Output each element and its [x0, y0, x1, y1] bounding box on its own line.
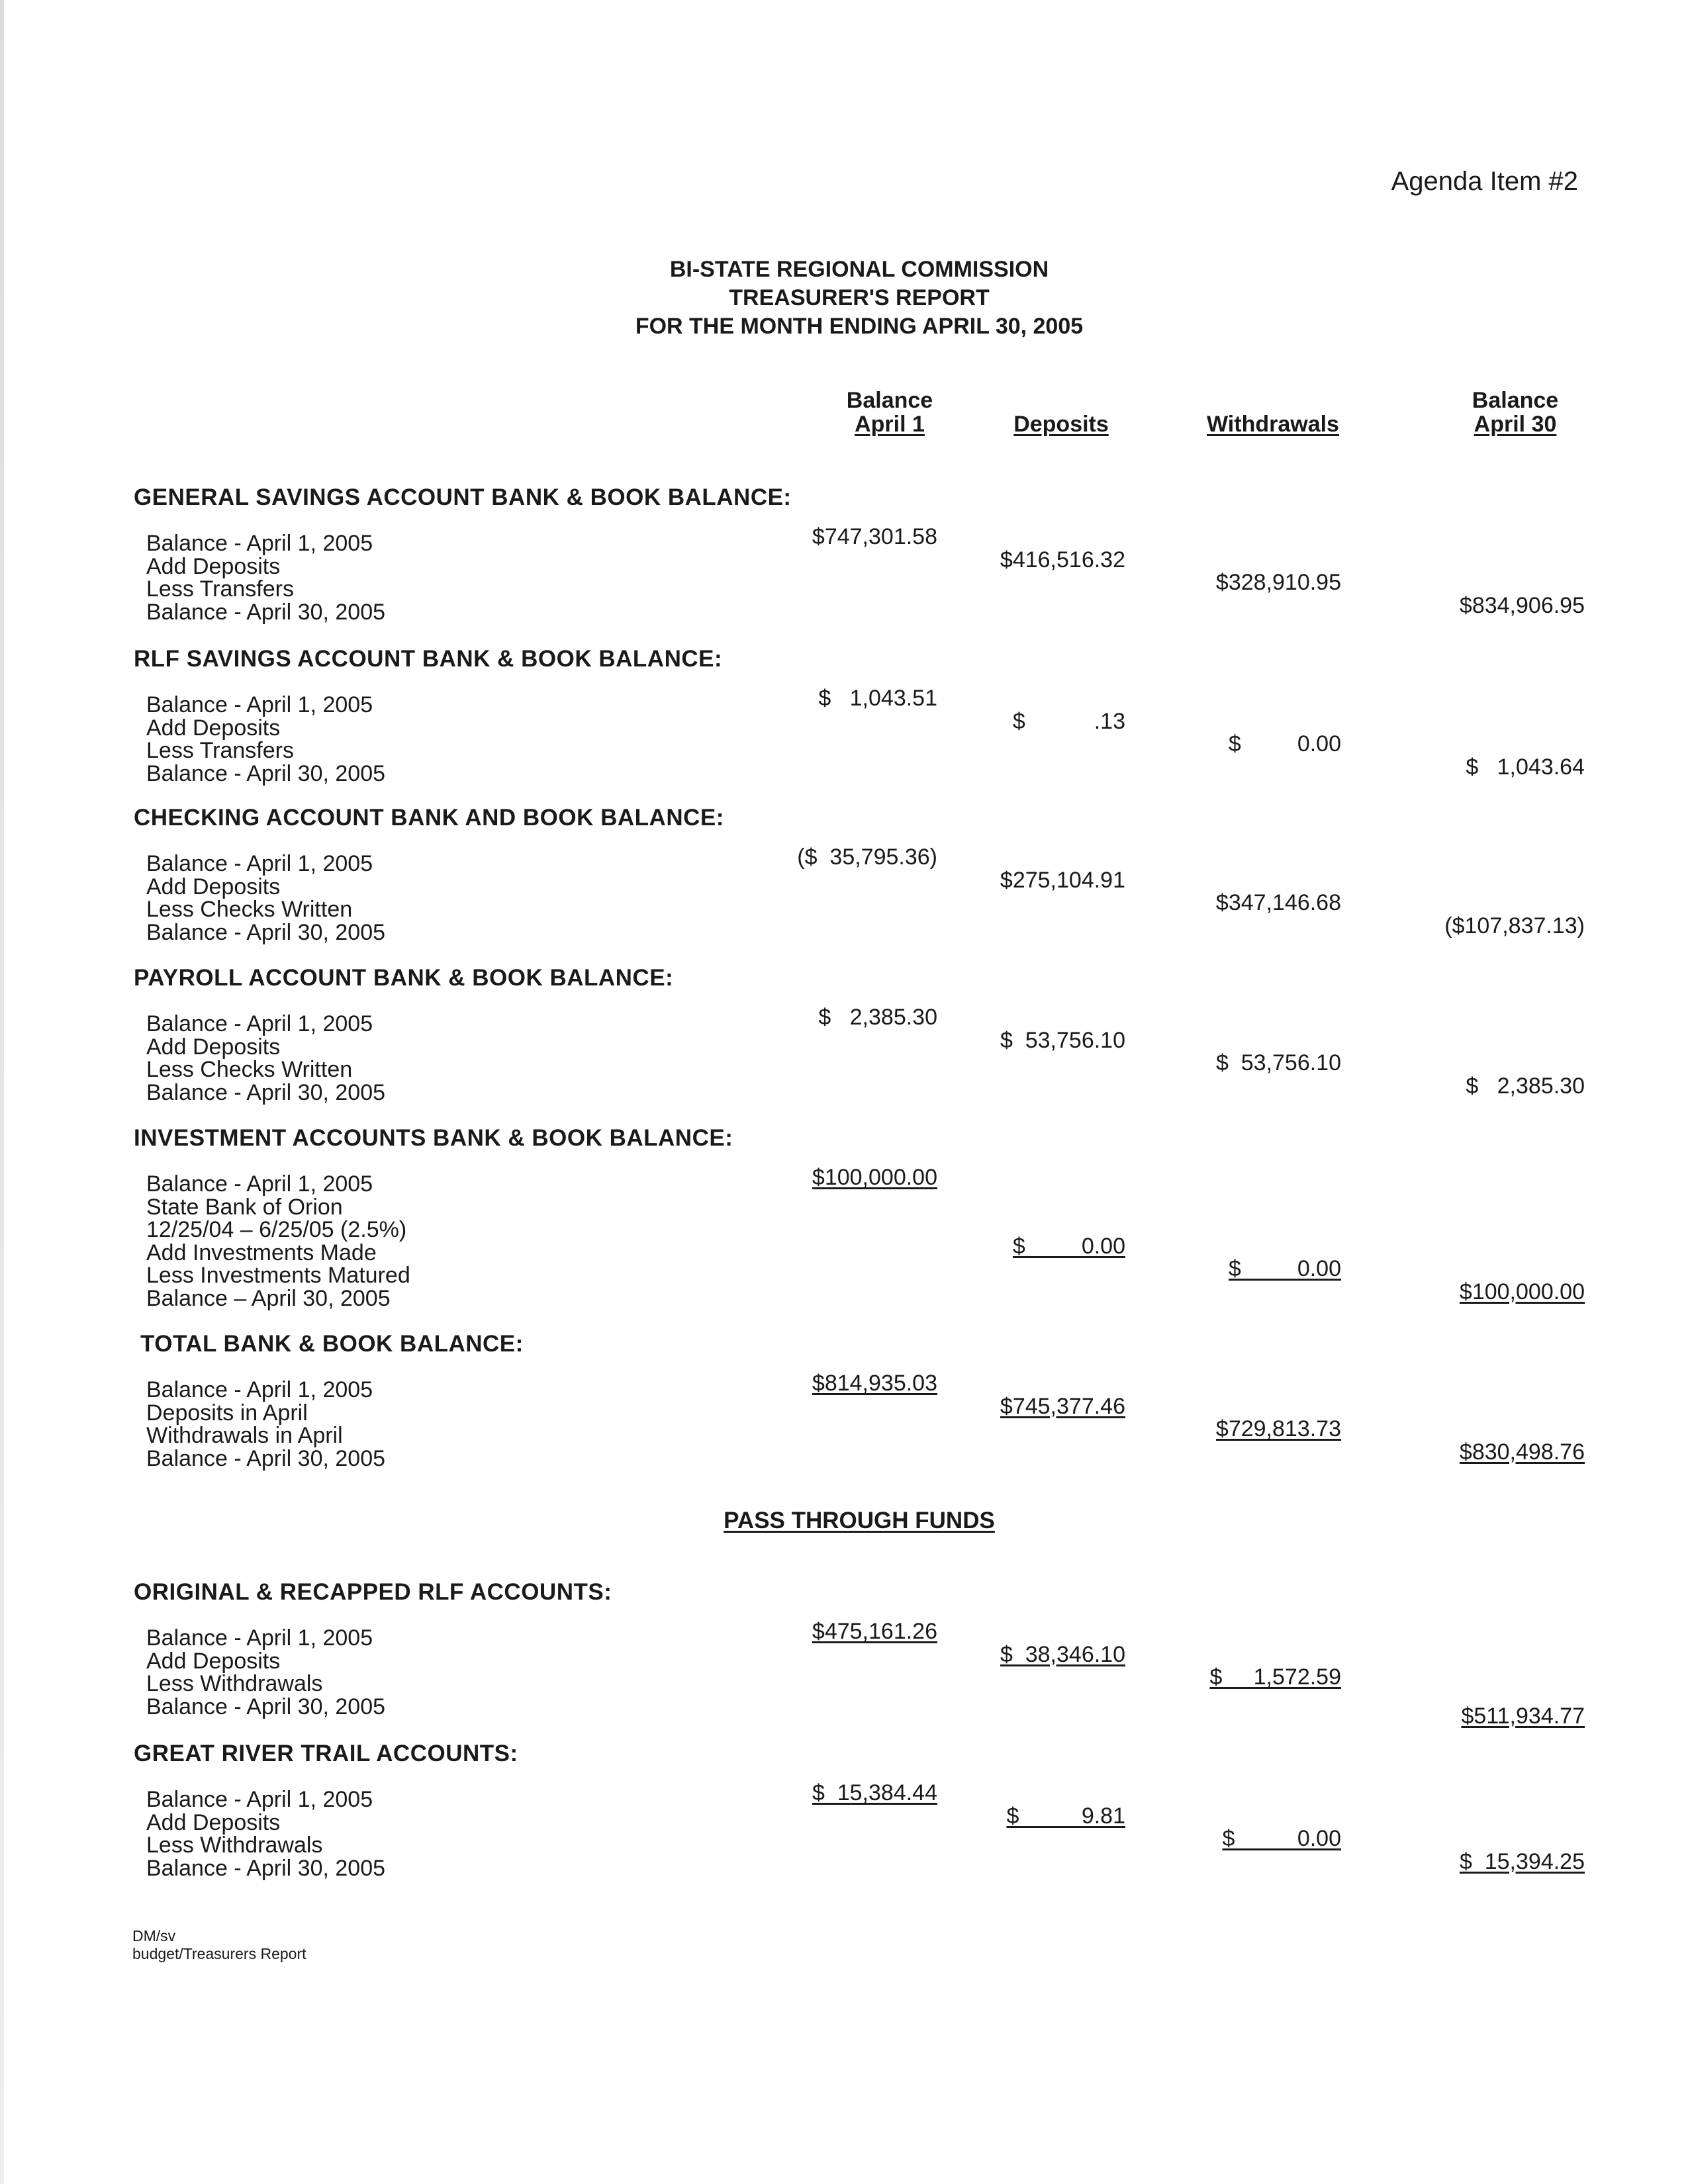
- line-item-label: Balance - April 1, 2005: [146, 851, 373, 876]
- line-item-label: Less Withdrawals: [146, 1833, 323, 1858]
- amount-balance-april-1: $100,000.00: [812, 1165, 937, 1190]
- amount-deposits: $ .13: [1012, 708, 1125, 734]
- amount-withdrawals: $ 53,756.10: [1215, 1050, 1341, 1075]
- line-item-label: Balance - April 1, 2005: [146, 1625, 373, 1651]
- line-item-label: Less Checks Written: [146, 897, 353, 922]
- section-heading: CHECKING ACCOUNT BANK AND BOOK BALANCE:: [134, 805, 724, 831]
- amount-balance-april-1: $ 15,384.44: [812, 1780, 937, 1805]
- amount-balance-april-1: $747,301.58: [812, 524, 937, 549]
- amount-balance-april-1: $ 2,385.30: [818, 1005, 937, 1030]
- column-header-line: April 1: [855, 412, 925, 437]
- line-item-label: Less Withdrawals: [146, 1671, 323, 1696]
- column-header-line: Deposits: [1013, 412, 1109, 437]
- section-heading: RLF SAVINGS ACCOUNT BANK & BOOK BALANCE:: [134, 646, 723, 672]
- section-heading: GREAT RIVER TRAIL ACCOUNTS:: [134, 1741, 518, 1766]
- agenda-item: Agenda Item #2: [1391, 167, 1578, 196]
- amount-deposits: $745,377.46: [1000, 1393, 1125, 1419]
- line-item-label: Deposits in April: [146, 1400, 308, 1426]
- amount-balance-april-30: $ 2,385.30: [1466, 1073, 1585, 1099]
- amount-balance-april-30: $511,934.77: [1461, 1703, 1585, 1729]
- title-line: FOR THE MONTH ENDING APRIL 30, 2005: [635, 314, 1084, 339]
- amount-balance-april-30: ($107,837.13): [1444, 913, 1585, 938]
- line-item-label: Add Deposits: [146, 553, 281, 579]
- section-heading: TOTAL BANK & BOOK BALANCE:: [140, 1331, 524, 1357]
- column-header-line: Balance: [1472, 388, 1559, 413]
- amount-withdrawals: $ 1,572.59: [1209, 1664, 1342, 1690]
- line-item-label: Balance - April 30, 2005: [146, 599, 386, 625]
- amount-withdrawals: $ 0.00: [1228, 731, 1341, 756]
- section-heading: ORIGINAL & RECAPPED RLF ACCOUNTS:: [134, 1579, 612, 1605]
- line-item-label: Less Transfers: [146, 576, 294, 602]
- line-item-label: Balance - April 30, 2005: [146, 760, 386, 786]
- line-item-label: Add Deposits: [146, 874, 281, 899]
- footer-line: DM/sv: [132, 1927, 176, 1944]
- line-item-label: Balance - April 30, 2005: [146, 1445, 386, 1471]
- line-item-label: Balance - April 30, 2005: [146, 1079, 386, 1105]
- section-heading: PAYROLL ACCOUNT BANK & BOOK BALANCE:: [134, 965, 674, 991]
- amount-deposits: $416,516.32: [1000, 547, 1125, 572]
- line-item-label: Withdrawals in April: [146, 1423, 343, 1448]
- amount-deposits: $ 0.00: [1012, 1233, 1125, 1259]
- line-item-label: Add Deposits: [146, 715, 281, 741]
- line-item-label: Balance - April 1, 2005: [146, 531, 373, 556]
- column-header-balance-april-30: Balance April 30: [1383, 388, 1648, 436]
- column-header-line: April 30: [1474, 412, 1557, 437]
- section-heading: INVESTMENT ACCOUNTS BANK & BOOK BALANCE:: [134, 1125, 733, 1151]
- section-heading: GENERAL SAVINGS ACCOUNT BANK & BOOK BALA…: [134, 484, 792, 510]
- footer: DM/sv budget/Treasurers Report: [132, 1927, 306, 1963]
- line-item-label: Balance - April 30, 2005: [146, 1855, 386, 1881]
- amount-deposits: $ 53,756.10: [1000, 1027, 1125, 1053]
- title-line: TREASURER'S REPORT: [729, 285, 990, 310]
- line-item-label: Balance - April 1, 2005: [146, 1377, 373, 1402]
- amount-balance-april-1: $475,161.26: [812, 1619, 937, 1644]
- report-title: BI-STATE REGIONAL COMMISSION TREASURER'S…: [0, 255, 1688, 341]
- line-item-label: Balance – April 30, 2005: [146, 1285, 391, 1311]
- line-item-label: Balance - April 1, 2005: [146, 1787, 373, 1812]
- line-item-label: Add Deposits: [146, 1809, 281, 1835]
- amount-balance-april-30: $100,000.00: [1459, 1279, 1585, 1304]
- pass-through-heading: PASS THROUGH FUNDS: [724, 1508, 995, 1533]
- amount-balance-april-1: ($ 35,795.36): [797, 844, 937, 870]
- amount-balance-april-30: $830,498.76: [1459, 1439, 1585, 1465]
- line-item-label: Add Deposits: [146, 1034, 281, 1060]
- amount-deposits: $ 38,346.10: [1000, 1641, 1125, 1667]
- title-line: BI-STATE REGIONAL COMMISSION: [669, 257, 1049, 282]
- footer-line: budget/Treasurers Report: [132, 1945, 306, 1962]
- scan-edge: [0, 0, 4, 2184]
- amount-balance-april-30: $ 15,394.25: [1459, 1848, 1585, 1874]
- column-header-deposits: Deposits: [929, 412, 1194, 436]
- amount-withdrawals: $729,813.73: [1215, 1416, 1341, 1441]
- line-item-label: Balance - April 1, 2005: [146, 692, 373, 717]
- line-item-label: 12/25/04 – 6/25/05 (2.5%): [146, 1217, 407, 1242]
- amount-balance-april-30: $834,906.95: [1459, 592, 1585, 618]
- amount-withdrawals: $347,146.68: [1215, 890, 1341, 915]
- amount-balance-april-1: $814,935.03: [812, 1371, 937, 1396]
- amount-withdrawals: $ 0.00: [1228, 1256, 1341, 1281]
- column-header-line: Balance: [846, 388, 933, 413]
- amount-deposits: $ 9.81: [1006, 1803, 1125, 1829]
- line-item-label: Balance - April 1, 2005: [146, 1011, 373, 1036]
- amount-deposits: $275,104.91: [1000, 867, 1125, 893]
- column-header-withdrawals: Withdrawals: [1141, 412, 1405, 436]
- line-item-label: Add Deposits: [146, 1648, 281, 1674]
- amount-balance-april-1: $ 1,043.51: [818, 686, 937, 711]
- column-header-balance-april-1: Balance April 1: [757, 388, 1022, 436]
- line-item-label: Less Investments Matured: [146, 1263, 410, 1288]
- line-item-label: Balance - April 30, 2005: [146, 919, 386, 945]
- line-item-label: Add Investments Made: [146, 1240, 377, 1265]
- amount-balance-april-30: $ 1,043.64: [1466, 754, 1585, 780]
- line-item-label: Less Checks Written: [146, 1057, 353, 1082]
- line-item-label: Less Transfers: [146, 738, 294, 763]
- amount-withdrawals: $ 0.00: [1222, 1826, 1341, 1851]
- line-item-label: State Bank of Orion: [146, 1194, 343, 1220]
- line-item-label: Balance - April 30, 2005: [146, 1694, 386, 1719]
- column-header-line: Withdrawals: [1207, 412, 1339, 437]
- amount-withdrawals: $328,910.95: [1215, 570, 1341, 595]
- line-item-label: Balance - April 1, 2005: [146, 1171, 373, 1197]
